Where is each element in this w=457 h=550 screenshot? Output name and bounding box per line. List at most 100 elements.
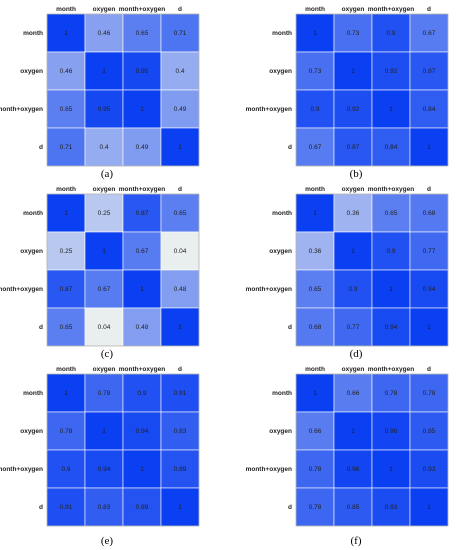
- cell-value-label: 1: [102, 248, 106, 255]
- cell-value-label: 0.89: [136, 504, 149, 511]
- panel-caption: (b): [350, 168, 363, 180]
- cell-value-label: 1: [427, 324, 431, 331]
- column-label: oxygen: [342, 186, 365, 193]
- heatmap-cell: [295, 411, 335, 451]
- heatmap-cell: [84, 373, 124, 413]
- cell-value-label: 1: [389, 466, 393, 473]
- heatmap-cell: [84, 231, 124, 271]
- heatmap-border: [295, 13, 449, 167]
- heatmap-panel-a: month oxygen month+oxygen dmonthoxygenmonth…: [0, 6, 200, 180]
- row-label: month: [23, 390, 43, 397]
- heatmap-cell: [333, 13, 373, 53]
- heatmap-cell: [160, 411, 200, 451]
- cell-value-label: 0.87: [60, 286, 73, 293]
- column-label: d: [178, 366, 182, 373]
- heatmap-cell: [160, 307, 200, 347]
- cell-value-label: 1: [427, 144, 431, 151]
- row-label: oxygen: [20, 428, 43, 435]
- cell-value-label: 0.48: [136, 324, 149, 331]
- heatmap-cell: [84, 449, 124, 489]
- column-label: month: [305, 186, 325, 193]
- cell-value-label: 1: [102, 428, 106, 435]
- column-label: d: [178, 6, 182, 13]
- heatmap-cell: [46, 13, 86, 53]
- heatmap-border: [46, 193, 200, 347]
- column-label: month: [56, 6, 76, 13]
- heatmap-cell: [295, 51, 335, 91]
- row-label: d: [39, 324, 43, 331]
- heatmap-cell: [333, 449, 373, 489]
- cell-value-label: 1: [313, 390, 317, 397]
- cell-value-label: 0.95: [136, 68, 149, 75]
- heatmap-border: [295, 373, 449, 527]
- cell-value-label: 1: [178, 324, 182, 331]
- cell-value-label: 0.77: [347, 324, 360, 331]
- column-label: d: [427, 186, 431, 193]
- row-label: month+oxygen: [246, 286, 292, 293]
- cell-value-label: 0.95: [98, 106, 111, 113]
- cell-value-label: 0.84: [423, 106, 436, 113]
- cell-value-label: 0.91: [174, 390, 187, 397]
- column-label: month: [56, 366, 76, 373]
- heatmap-cell: [371, 307, 411, 347]
- cell-value-label: 0.89: [174, 466, 187, 473]
- row-label: month+oxygen: [0, 106, 43, 113]
- cell-value-label: 0.9: [310, 106, 319, 113]
- heatmap-cell: [333, 51, 373, 91]
- row-label: d: [288, 324, 292, 331]
- cell-value-label: 0.36: [347, 210, 360, 217]
- row-label: month+oxygen: [0, 466, 43, 473]
- heatmap-cell: [295, 193, 335, 233]
- heatmap-cell: [46, 373, 86, 413]
- cell-value-label: 0.71: [174, 30, 187, 37]
- cell-value-label: 0.66: [309, 428, 322, 435]
- heatmap-cell: [46, 231, 86, 271]
- row-label: month+oxygen: [246, 106, 292, 113]
- cell-value-label: 0.94: [423, 286, 436, 293]
- heatmap-border: [46, 373, 200, 527]
- row-label: month: [272, 210, 292, 217]
- heatmap-border: [295, 193, 449, 347]
- cell-value-label: 1: [64, 390, 68, 397]
- row-label: d: [39, 144, 43, 151]
- heatmap-cell: [295, 127, 335, 167]
- cell-value-label: 0.25: [60, 248, 73, 255]
- column-label: oxygen: [93, 186, 116, 193]
- cell-value-label: 0.77: [423, 248, 436, 255]
- cell-value-label: 0.84: [385, 144, 398, 151]
- cell-value-label: 0.49: [174, 106, 187, 113]
- row-label: oxygen: [20, 248, 43, 255]
- heatmap-cell: [122, 487, 162, 527]
- heatmap-cell: [160, 449, 200, 489]
- cell-value-label: 0.93: [385, 504, 398, 511]
- cell-value-label: 0.85: [347, 504, 360, 511]
- heatmap-cell: [295, 487, 335, 527]
- cell-value-label: 1: [178, 504, 182, 511]
- column-label: month+oxygen: [368, 366, 414, 373]
- heatmap-cell: [84, 307, 124, 347]
- heatmap-cell: [333, 307, 373, 347]
- cell-value-label: 0.71: [60, 144, 73, 151]
- heatmap-cell: [84, 51, 124, 91]
- heatmap-cell: [84, 89, 124, 129]
- row-label: month+oxygen: [0, 286, 43, 293]
- row-label: oxygen: [269, 68, 292, 75]
- heatmap-cell: [122, 193, 162, 233]
- heatmap-cell: [160, 89, 200, 129]
- row-label: month: [272, 30, 292, 37]
- heatmap-panel-d: month oxygen month+oxygen dmonthoxygenmonth…: [246, 186, 449, 360]
- cell-value-label: 0.87: [347, 144, 360, 151]
- cell-value-label: 0.65: [136, 30, 149, 37]
- heatmap-panel-c: month oxygen month+oxygen dmonthoxygenmonth…: [0, 186, 200, 360]
- cell-value-label: 0.87: [136, 210, 149, 217]
- heatmap-cell: [295, 449, 335, 489]
- column-label: d: [178, 186, 182, 193]
- cell-value-label: 0.73: [309, 68, 322, 75]
- heatmap-cell: [160, 231, 200, 271]
- cell-value-label: 0.78: [98, 390, 111, 397]
- heatmap-cell: [122, 269, 162, 309]
- heatmap-panel-f: month oxygen month+oxygen dmonthoxygenmonth…: [246, 366, 449, 547]
- heatmap-cell: [409, 411, 449, 451]
- cell-value-label: 0.36: [309, 248, 322, 255]
- cell-value-label: 1: [140, 106, 144, 113]
